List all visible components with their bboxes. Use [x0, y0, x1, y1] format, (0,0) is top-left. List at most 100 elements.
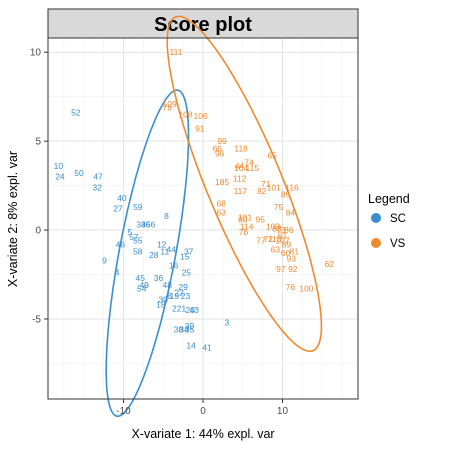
point-label-sc: 35	[185, 325, 195, 335]
point-label-sc: 33	[136, 220, 146, 230]
point-label-vs: 84	[286, 207, 296, 217]
legend-label-vs: VS	[390, 238, 406, 250]
point-label-sc: 32	[93, 182, 103, 192]
x-tick-label: 10	[277, 406, 289, 417]
point-label-vs: 106	[194, 111, 208, 121]
point-label-sc: 48	[162, 280, 172, 290]
point-label-vs: 112	[233, 173, 247, 183]
legend-key-sc	[371, 213, 381, 223]
point-label-sc: 16	[169, 261, 179, 271]
point-label-sc: 5	[128, 227, 133, 237]
point-label-vs: 93	[286, 254, 296, 264]
point-label-sc: 46	[141, 220, 151, 230]
point-label-vs: 96	[215, 149, 225, 159]
point-label-vs: 89	[282, 239, 292, 249]
point-label-vs: 73	[276, 225, 286, 235]
confidence-ellipse-vs	[166, 15, 323, 352]
point-label-vs: 86	[284, 225, 294, 235]
point-label-vs: 82	[257, 186, 267, 196]
point-label-vs: 118	[234, 143, 248, 153]
point-label-sc: 59	[133, 202, 143, 212]
point-label-vs: 103	[266, 222, 280, 232]
y-tick-label: -5	[32, 314, 41, 325]
point-label-vs: 91	[195, 124, 205, 134]
point-label-vs: 72	[263, 234, 273, 244]
point-label-vs: 109	[163, 99, 177, 109]
point-label-sc: 11	[160, 246, 169, 256]
point-label-sc: 29	[178, 282, 188, 292]
point-label-sc: 44	[166, 245, 176, 255]
point-label-sc: 10	[54, 161, 64, 171]
ellipse-layer	[105, 15, 323, 417]
y-axis: -5 0 5 10	[30, 48, 48, 325]
point-label-sc: 15	[180, 252, 190, 262]
point-label-vs: 95	[255, 214, 265, 224]
point-label-vs: 114	[240, 222, 254, 232]
point-label-sc: 27	[113, 204, 123, 214]
point-label-sc: 52	[71, 108, 81, 118]
point-label-vs: 97	[276, 264, 286, 274]
point-label-vs: 79	[162, 102, 172, 112]
point-label-sc: 8	[164, 211, 169, 221]
point-label-sc: 34	[179, 325, 189, 335]
legend: Legend SC VS	[368, 192, 410, 250]
point-label-sc: 50	[74, 168, 84, 178]
legend-key-vs	[371, 238, 381, 248]
x-axis-title: X-variate 1: 44% expl. var	[131, 427, 274, 441]
point-label-sc: 46	[116, 239, 126, 249]
legend-title: Legend	[368, 192, 410, 206]
point-label-sc: 41	[202, 342, 212, 352]
point-label-sc: 12	[157, 239, 167, 249]
point-label-sc: 39	[185, 321, 195, 331]
point-label-vs: 76	[239, 227, 249, 237]
point-label-sc: 14	[186, 341, 196, 351]
point-label-vs: 117	[234, 186, 248, 196]
point-label-vs: 107	[275, 236, 289, 246]
point-label-sc: 21	[177, 303, 187, 313]
point-label-sc: 54	[137, 284, 147, 294]
chart-title: Score plot	[154, 14, 252, 36]
point-label-vs: 71	[261, 179, 271, 189]
point-label-sc: 58	[133, 246, 143, 256]
point-label-vs: 185	[215, 177, 229, 187]
point-label-vs: 85	[281, 189, 291, 199]
point-label-sc: 25	[182, 268, 192, 278]
point-label-vs: 115	[246, 163, 260, 173]
point-label-sc: 3	[224, 318, 229, 328]
point-label-sc: 49	[139, 280, 149, 290]
point-label-sc: 38	[174, 325, 184, 335]
point-label-sc: 36	[154, 273, 164, 283]
point-label-vs: 92	[288, 264, 298, 274]
point-label-sc: 22	[174, 287, 184, 297]
point-label-vs: 68	[217, 198, 227, 208]
point-label-sc: 9	[102, 255, 107, 265]
point-label-sc: 6	[167, 291, 172, 301]
point-label-vs: 63	[217, 207, 227, 217]
point-label-vs: 65	[267, 150, 277, 160]
point-label-vs: 75	[274, 202, 284, 212]
point-label-vs: 99	[217, 136, 227, 146]
y-tick-label: 10	[30, 48, 42, 59]
point-label-vs: 76	[286, 282, 296, 292]
legend-items: SC VS	[371, 213, 406, 250]
point-label-vs: 77	[256, 236, 266, 246]
point-label-sc: 23	[181, 291, 191, 301]
point-label-sc: 24	[55, 172, 65, 182]
point-label-vs: 100	[299, 284, 313, 294]
point-label-vs: 104	[234, 163, 248, 173]
point-label-sc: 45	[135, 273, 145, 283]
y-tick-label: 0	[35, 226, 41, 237]
point-label-vs: 101	[267, 182, 281, 192]
confidence-ellipse-sc	[105, 89, 190, 417]
point-label-sc: 37	[184, 246, 194, 256]
point-label-sc: 4	[115, 268, 120, 278]
point-label-vs: 81	[290, 246, 300, 256]
point-label-sc: 18	[156, 300, 166, 310]
point-label-sc: 2	[172, 303, 177, 313]
point-label-vs: 108	[178, 109, 192, 119]
point-label-sc: 47	[93, 172, 103, 182]
point-label-sc: 40	[117, 193, 127, 203]
point-label-vs: 44	[235, 161, 245, 171]
